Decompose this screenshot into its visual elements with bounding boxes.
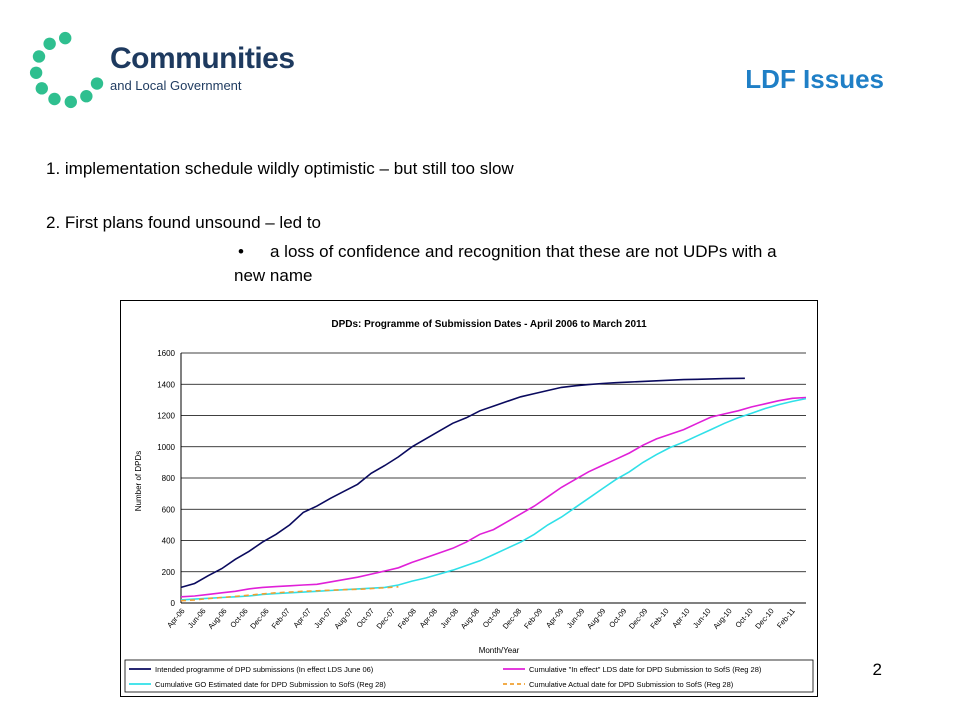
legend-box xyxy=(124,659,814,693)
legend-label: Cumulative Actual date for DPD Submissio… xyxy=(529,680,734,689)
x-tick-label: Aug-06 xyxy=(206,607,228,631)
x-tick-label: Dec-09 xyxy=(627,607,649,631)
x-tick-label: Aug-08 xyxy=(459,607,481,631)
x-tick-label: Oct-09 xyxy=(607,607,628,630)
bullet-text-line1: a loss of confidence and recognition tha… xyxy=(270,242,777,261)
logo-text-sub: and Local Government xyxy=(110,78,242,93)
x-tick-label: Oct-07 xyxy=(355,607,376,630)
x-tick-label: Apr-10 xyxy=(670,607,691,630)
x-axis-label: Month/Year xyxy=(479,646,520,655)
y-tick-label: 400 xyxy=(162,537,176,546)
x-tick-label: Oct-06 xyxy=(228,607,249,630)
x-tick-label: Jun-08 xyxy=(438,607,460,630)
chart-container: DPDs: Programme of Submission Dates - Ap… xyxy=(120,300,818,697)
logo-dot xyxy=(29,66,43,79)
x-tick-label: Oct-08 xyxy=(481,607,502,630)
logo-dot xyxy=(80,90,93,103)
y-tick-label: 1400 xyxy=(157,380,175,389)
x-tick-label: Jun-09 xyxy=(565,607,587,630)
x-tick-label: Feb-08 xyxy=(396,607,418,631)
legend-label: Cumulative "In effect" LDS date for DPD … xyxy=(529,665,762,674)
chart-title: DPDs: Programme of Submission Dates - Ap… xyxy=(331,319,647,330)
x-tick-label: Dec-06 xyxy=(248,607,270,631)
chart-svg: DPDs: Programme of Submission Dates - Ap… xyxy=(124,319,814,693)
y-tick-label: 800 xyxy=(162,474,176,483)
logo-dots-icon xyxy=(29,31,104,109)
logo-dot xyxy=(90,77,104,90)
x-tick-label: Feb-07 xyxy=(270,607,292,631)
logo-text-main: Communities xyxy=(110,42,295,75)
page-number: 2 xyxy=(872,660,882,679)
x-tick-label: Aug-07 xyxy=(332,607,354,631)
point-2: 2. First plans found unsound – led to xyxy=(46,213,322,232)
x-tick-label: Feb-09 xyxy=(522,607,544,631)
bullet-marker: • xyxy=(238,242,244,261)
x-tick-label: Jun-06 xyxy=(186,607,208,630)
series-line-3 xyxy=(180,397,807,601)
x-tick-label: Jun-07 xyxy=(312,607,334,630)
bullet-text-line2: new name xyxy=(234,266,313,285)
series-line-1 xyxy=(180,377,745,589)
x-tick-label: Jun-10 xyxy=(691,607,713,630)
x-tick-label: Apr-06 xyxy=(165,607,186,630)
x-tick-label: Aug-09 xyxy=(585,607,607,631)
y-tick-label: 0 xyxy=(171,599,176,608)
logo-dot xyxy=(35,82,48,95)
logo-dot xyxy=(43,37,56,50)
x-tick-label: Feb-10 xyxy=(648,607,670,631)
y-axis-label: Number of DPDs xyxy=(134,451,143,511)
x-tick-label: Apr-09 xyxy=(544,607,565,630)
y-tick-label: 1200 xyxy=(157,412,175,421)
y-tick-label: 600 xyxy=(162,505,176,514)
series-line-2 xyxy=(180,396,807,598)
x-tick-label: Aug-10 xyxy=(711,607,733,631)
communities-logo: Communities and Local Government xyxy=(26,28,295,112)
logo-dot xyxy=(32,50,46,63)
y-tick-label: 1000 xyxy=(157,443,175,452)
y-tick-label: 200 xyxy=(162,568,176,577)
x-tick-label: Dec-10 xyxy=(753,607,775,631)
x-tick-label: Feb-11 xyxy=(775,607,797,631)
point-1: 1. implementation schedule wildly optimi… xyxy=(46,159,514,178)
legend-label: Cumulative GO Estimated date for DPD Sub… xyxy=(155,680,386,689)
legend-label: Intended programme of DPD submissions (I… xyxy=(155,665,374,674)
logo-dot xyxy=(64,95,77,109)
x-tick-label: Dec-07 xyxy=(375,607,397,631)
x-tick-label: Apr-07 xyxy=(291,607,312,630)
logo-dot xyxy=(48,92,61,106)
x-tick-label: Oct-10 xyxy=(733,607,754,630)
slide-title: LDF Issues xyxy=(745,64,884,94)
x-tick-label: Dec-08 xyxy=(501,607,523,631)
series-line-4 xyxy=(180,586,399,602)
y-tick-label: 1600 xyxy=(157,349,175,358)
logo-dot xyxy=(59,31,72,45)
x-tick-label: Apr-08 xyxy=(418,607,439,630)
